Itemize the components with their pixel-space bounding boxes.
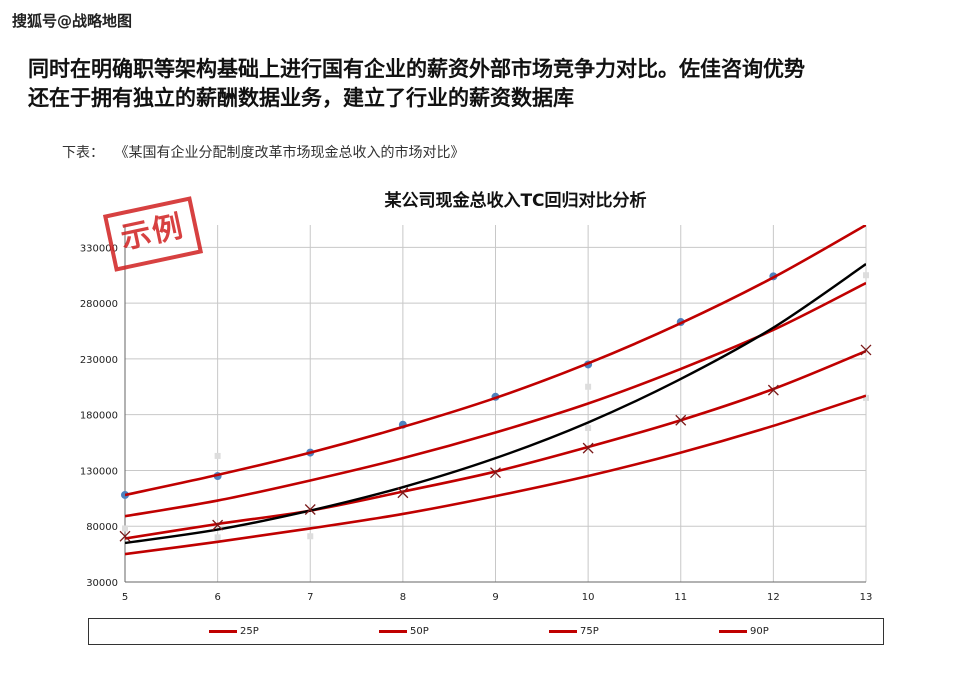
watermark-text: 搜狐号@战略地图	[12, 12, 133, 30]
data-point-faint	[122, 525, 128, 532]
x-tick-label: 9	[492, 592, 498, 603]
legend-item-50p: 50P	[379, 626, 429, 637]
caption-text: 《某国有企业分配制度改革市场现金总收入的市场对比》	[114, 145, 465, 161]
headline: 同时在明确职等架构基础上进行国有企业的薪资外部市场竞争力对比。佐佳咨询优势 还在…	[28, 55, 933, 113]
data-point-faint	[585, 383, 592, 390]
data-point-x	[212, 519, 224, 531]
data-point-x	[675, 414, 687, 426]
y-tick-label: 30000	[86, 578, 118, 589]
legend-swatch	[549, 629, 577, 633]
data-point-faint	[863, 394, 869, 401]
data-point-faint	[585, 425, 592, 432]
chart-legend: 25P 50P 75P 90P	[88, 618, 884, 645]
data-point-x	[582, 442, 594, 454]
chart-title: 某公司现金总收入TC回归对比分析	[384, 190, 646, 211]
x-tick-label: 6	[214, 592, 220, 603]
data-point-x	[860, 344, 872, 356]
legend-label: 90P	[750, 626, 769, 637]
caption-prefix: 下表：	[62, 145, 104, 161]
x-tick-label: 13	[860, 592, 873, 603]
data-point-faint	[307, 533, 314, 540]
data-point-x	[119, 530, 131, 542]
legend-swatch	[379, 629, 407, 633]
legend-swatch	[719, 629, 747, 633]
table-caption: 下表： 《某国有企业分配制度改革市场现金总收入的市场对比》	[62, 142, 464, 162]
x-tick-label: 5	[122, 592, 128, 603]
x-tick-label: 8	[400, 592, 406, 603]
legend-item-90p: 90P	[719, 626, 769, 637]
legend-item-75p: 75P	[549, 626, 599, 637]
x-tick-label: 12	[767, 592, 780, 603]
data-point-faint	[214, 452, 221, 459]
legend-label: 75P	[580, 626, 599, 637]
x-tick-label: 7	[307, 592, 313, 603]
y-tick-label: 280000	[80, 299, 118, 310]
data-point-x	[490, 467, 501, 479]
series-line-25p	[125, 394, 866, 556]
data-point-x	[397, 487, 409, 499]
data-point-x	[304, 504, 316, 515]
headline-line-1: 同时在明确职等架构基础上进行国有企业的薪资外部市场竞争力对比。佐佳咨询优势	[28, 57, 805, 81]
x-tick-label: 11	[674, 592, 687, 603]
y-tick-label: 180000	[80, 411, 118, 422]
data-point-x	[767, 384, 779, 396]
legend-swatch	[209, 629, 237, 633]
x-tick-label: 10	[582, 592, 595, 603]
regression-chart: 某公司现金总收入TC回归对比分析 30000 80000 130000 180000 23…	[80, 190, 873, 603]
legend-label: 25P	[240, 626, 259, 637]
data-point-faint	[214, 534, 221, 541]
data-point-faint	[863, 272, 869, 279]
y-tick-label: 80000	[86, 522, 118, 533]
legend-label: 50P	[410, 626, 429, 637]
regression-trend-line	[125, 263, 866, 545]
legend-item-25p: 25P	[209, 626, 259, 637]
series-line-75p	[125, 349, 866, 540]
headline-line-2: 还在于拥有独立的薪酬数据业务，建立了行业的薪资数据库	[28, 86, 574, 110]
y-tick-label: 330000	[80, 243, 118, 254]
y-tick-label: 230000	[80, 355, 118, 366]
y-tick-label: 130000	[80, 466, 118, 477]
series-line-90p	[125, 225, 866, 497]
